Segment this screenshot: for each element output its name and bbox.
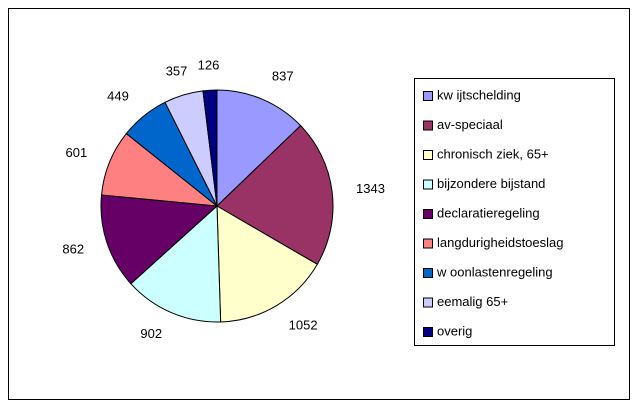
legend-label: declaratieregeling [437, 205, 540, 220]
pie-slice [202, 89, 218, 207]
legend-swatch [423, 209, 433, 219]
pie-slice [216, 89, 302, 208]
pie-slice [216, 124, 334, 266]
legend-label: av-speciaal [437, 117, 503, 132]
data-label: 862 [62, 241, 84, 256]
legend-label: chronisch ziek, 65+ [437, 146, 549, 161]
legend-swatch [423, 91, 433, 101]
legend-label: w oonlastenregeling [436, 264, 553, 279]
pie-slice [100, 194, 219, 285]
data-label: 601 [66, 145, 88, 160]
legend-box [414, 78, 615, 346]
legend-label: eemalig 65+ [437, 294, 508, 309]
legend-swatch [423, 120, 433, 131]
pie-slice [216, 205, 318, 323]
legend-label: bijzondere bijstand [437, 176, 545, 191]
legend-swatch [423, 327, 433, 337]
data-label: 449 [107, 89, 129, 104]
legend-label: langdurigheidstoeslag [437, 235, 563, 250]
legend-swatch [423, 179, 433, 190]
data-label: 1052 [289, 318, 318, 333]
data-label: 837 [272, 69, 294, 84]
legend-swatch [423, 297, 433, 308]
data-label: 902 [140, 326, 162, 341]
legend-swatch [423, 238, 433, 249]
data-label: 1343 [356, 181, 385, 196]
data-label: 126 [198, 58, 220, 73]
pie-slice [130, 204, 222, 323]
legend-label: overig [437, 323, 472, 338]
legend-swatch [423, 268, 433, 278]
data-label: 357 [166, 63, 188, 78]
legend-swatch [423, 150, 433, 160]
legend-label: kw ijtschelding [437, 87, 521, 102]
